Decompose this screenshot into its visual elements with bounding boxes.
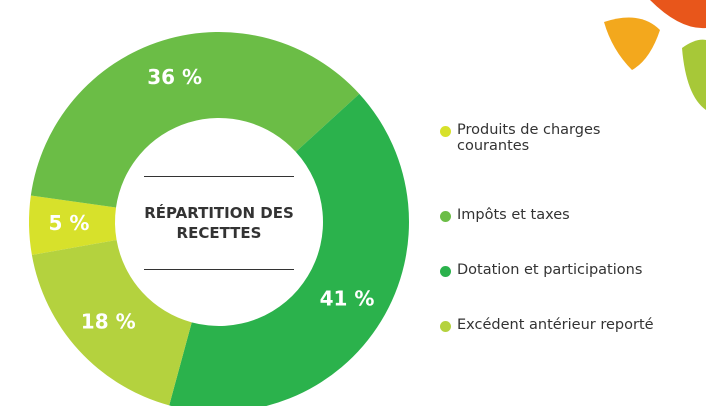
- chart-title: RÉPARTITION DES RECETTES: [144, 176, 294, 270]
- legend-item: Dotation et participations: [440, 262, 657, 278]
- legend-item: Excédent antérieur reporté: [440, 317, 657, 333]
- legend-swatch: [440, 266, 451, 277]
- legend-label: Excédent antérieur reporté: [457, 317, 657, 333]
- chart: 5 % 36 % 41 % 18 %: [0, 0, 706, 406]
- legend-label: Dotation et participations: [457, 262, 657, 278]
- data-label: 36 %: [147, 65, 202, 89]
- data-label: 5 %: [49, 211, 90, 235]
- legend-label: Impôts et taxes: [457, 207, 657, 223]
- legend-item: Impôts et taxes: [440, 207, 657, 223]
- decoration: [604, 18, 660, 71]
- data-label: 41 %: [320, 287, 375, 311]
- decoration: [650, 0, 706, 28]
- page: 5 % 36 % 41 % 18 % RÉPARTITION DES RECETTES…: [0, 0, 706, 406]
- data-label: 18 %: [81, 310, 136, 334]
- legend-item: Produits de charges courantes: [440, 122, 632, 154]
- legend-swatch: [440, 126, 451, 137]
- legend-swatch: [440, 321, 451, 332]
- legend-swatch: [440, 211, 451, 222]
- legend-label: Produits de charges courantes: [457, 122, 632, 154]
- decoration: [682, 40, 706, 110]
